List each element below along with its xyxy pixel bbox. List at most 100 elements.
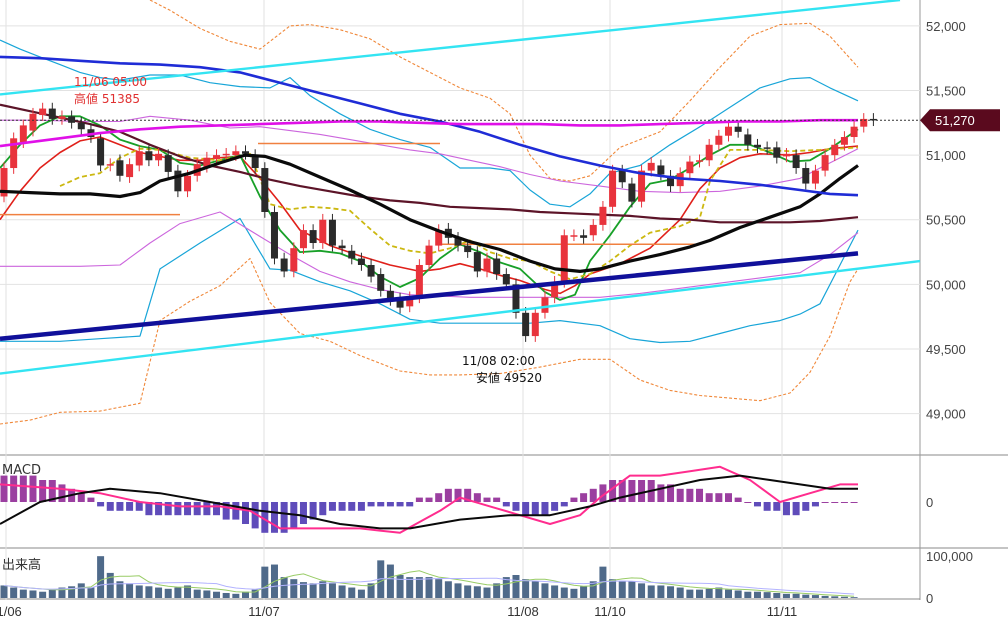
macd-bar [715,493,723,502]
macd-bar [792,502,800,516]
x-tick-label: 11/06 [0,604,22,619]
candle-body [232,151,240,156]
indicator-line-14 [0,0,901,96]
candle-body [850,126,858,138]
volume-bar [522,579,530,598]
volume-bar [831,596,839,598]
volume-bar [193,589,201,598]
candle-body [628,183,636,202]
y-tick-label: 49,000 [926,407,966,422]
y-tick-label: 49,500 [926,342,966,357]
candles [0,102,877,342]
volume-bar [290,579,298,598]
volume-bar [338,585,346,598]
candle-body [686,161,694,174]
candle-body [792,155,800,169]
volume-bar [155,587,163,598]
volume-title: 出来高 [2,557,41,573]
candle-body [155,153,163,161]
candle-body [213,155,221,159]
macd-bar [840,502,848,503]
candle-body [415,264,423,298]
volume-bar [29,590,37,598]
candle-body [638,170,646,202]
grid [0,0,920,600]
macd-bar [686,488,694,502]
macd-bar [802,502,810,511]
macd-bar [734,497,742,502]
trend-lines [0,0,921,375]
volume-bar [580,586,588,598]
candle-body [299,230,307,249]
macd-bar [821,502,829,503]
macd-bar [831,502,839,503]
candle-body [242,151,249,154]
candle-body [290,248,298,272]
macd-bar [522,502,530,516]
candle-body [77,122,85,130]
macd-bar [386,502,394,507]
volume-bar [541,583,549,598]
macd-bar [251,502,259,529]
x-tick-label: 11/10 [594,604,626,619]
volume-bar [551,585,559,598]
volume-bar [203,590,211,598]
y-axis: 52,000 51,500 51,000 50,500 50,000 49,500 49,0… [926,19,966,422]
macd-line-1 [0,474,858,530]
candle-body [705,144,713,161]
candle-body [512,284,520,313]
volume-bar [357,589,365,598]
candle-body [135,151,143,166]
macd-panel: 0 [0,465,933,534]
volume-bar [725,589,732,598]
candle-body [753,144,761,148]
volume-bar [406,577,414,598]
candle-body [184,175,192,192]
macd-bar [638,480,646,502]
macd-bar [444,488,452,502]
candle-body [39,108,47,116]
candle-body [551,281,559,298]
macd-bar [242,502,249,524]
macd-bar [10,475,18,502]
volume-bar [164,588,172,598]
volume-bar [48,589,56,598]
candle-body [309,230,317,244]
indicator-line-8 [59,146,859,281]
macd-bar [338,502,346,511]
volume-bar [39,591,47,598]
annotations: 11/06 05:00 高値 51385 11/08 02:00 安値 4952… [74,75,542,385]
volume-y-label: 0 [926,591,933,606]
x-tick-label: 11/11 [767,604,798,619]
candle-body [48,108,56,119]
volume-bar [251,589,259,598]
candle-body [560,235,568,282]
volume-bar [657,585,665,598]
volume-bar [811,595,819,598]
volume-bar [715,587,723,598]
current-price-label: 51,270 [935,113,975,128]
volume-bar [444,581,452,598]
macd-bar [97,502,105,507]
volume-bar [58,587,66,598]
y-tick-label: 52,000 [926,19,966,34]
candle-body [580,235,588,238]
candle-body [725,126,732,136]
macd-title: MACD [2,463,41,478]
macd-bar [396,502,404,507]
candle-body [734,126,742,132]
macd-bar [551,502,559,511]
indicator-line-13 [0,251,859,341]
macd-bar [155,502,163,516]
volume-bar [560,587,568,598]
candle-body [396,298,404,308]
volume-bar [396,575,404,598]
candle-body [811,170,819,184]
macd-bar [184,502,192,516]
candle-body [541,297,549,313]
candle-body [280,258,288,272]
macd-bar [319,502,327,516]
macd-bar [531,502,539,516]
